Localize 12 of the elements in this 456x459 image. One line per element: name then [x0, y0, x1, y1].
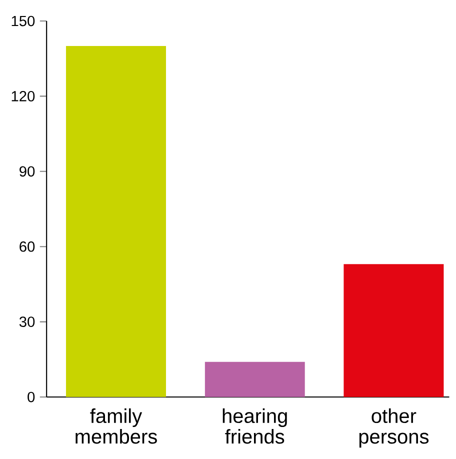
y-tick-label: 150 [12, 16, 35, 26]
x-tick-label: other persons [359, 408, 429, 448]
y-tick-label: 90 [20, 166, 35, 177]
y-tick-label: 120 [12, 91, 35, 102]
x-tick-label: family members [76, 408, 157, 444]
bar [204, 362, 305, 397]
y-tick-label: 0 [28, 392, 35, 402]
bar [66, 46, 166, 397]
bar [344, 264, 444, 397]
x-tick-label: hearing friends [222, 408, 287, 444]
y-tick-label: 30 [19, 316, 35, 327]
y-tick-label: 60 [20, 241, 35, 252]
